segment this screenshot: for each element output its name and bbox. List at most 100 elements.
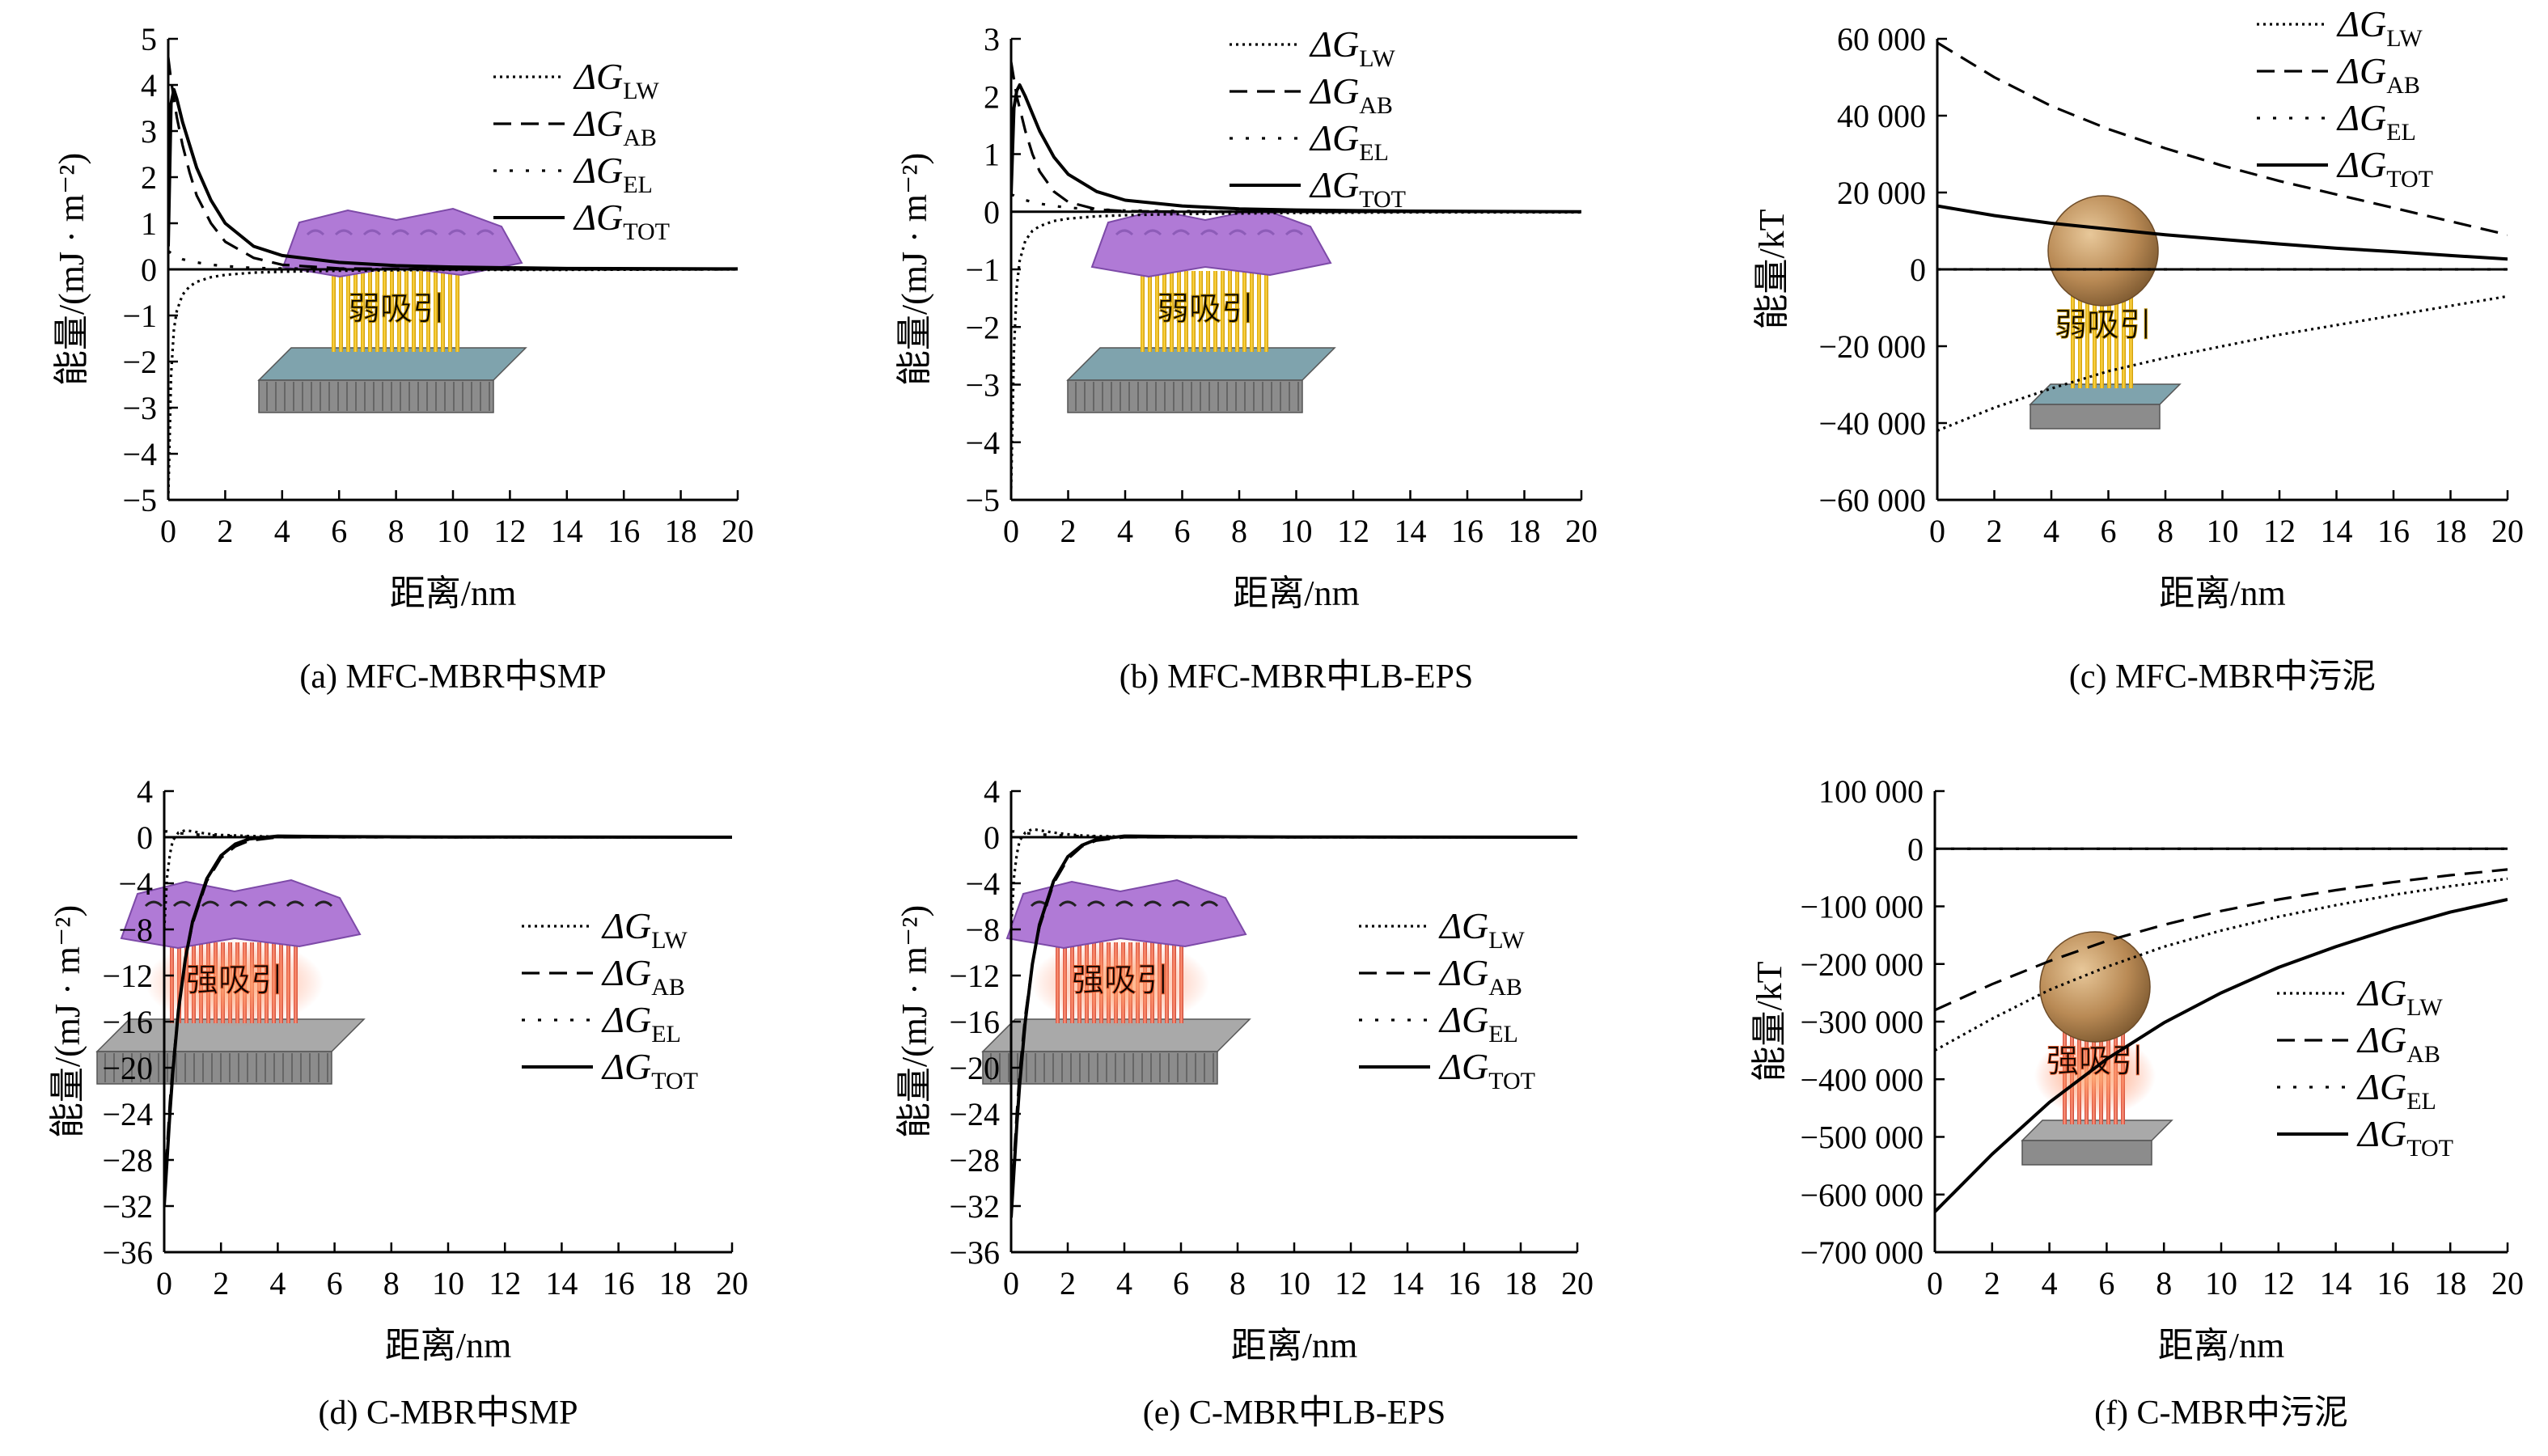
x-tick-label: 0 bbox=[160, 513, 176, 549]
panel-caption: (b) MFC-MBR中LB-EPS bbox=[1120, 658, 1474, 696]
y-tick-label: −16 bbox=[102, 1004, 153, 1040]
x-tick-label: 6 bbox=[327, 1265, 343, 1302]
legend-label: ΔGEL bbox=[2356, 1066, 2436, 1115]
legend-label: ΔGAB bbox=[2356, 1019, 2440, 1068]
bond-chain bbox=[426, 271, 430, 352]
bond-chain bbox=[397, 271, 401, 352]
x-tick-label: 0 bbox=[1927, 1265, 1943, 1302]
y-tick-label: −400 000 bbox=[1800, 1061, 1924, 1098]
bond-chain bbox=[390, 271, 394, 352]
y-tick-label: 3 bbox=[984, 21, 1000, 57]
x-tick-label: 4 bbox=[2042, 1265, 2058, 1302]
x-tick-label: 12 bbox=[493, 513, 526, 549]
bond-chain bbox=[1264, 271, 1268, 352]
foulant-texture bbox=[257, 900, 277, 908]
panel-caption: (f) C-MBR中污泥 bbox=[2094, 1395, 2348, 1432]
membrane-surface bbox=[2021, 1120, 2173, 1141]
bond-chain bbox=[375, 271, 379, 352]
x-tick-label: 20 bbox=[716, 1265, 748, 1302]
y-tick-label: −4 bbox=[965, 425, 1000, 461]
bond-chain bbox=[1184, 271, 1188, 352]
membrane-side bbox=[258, 379, 494, 413]
y-tick-label: 20 000 bbox=[1837, 175, 1926, 211]
x-tick-label: 18 bbox=[665, 513, 697, 549]
x-tick-label: 6 bbox=[1173, 1265, 1189, 1302]
inset-illustration: 弱吸引 bbox=[1066, 207, 1336, 413]
x-axis-title: 距离/nm bbox=[385, 1326, 511, 1365]
legend-label: ΔGTOT bbox=[1438, 1046, 1535, 1094]
foulant-texture bbox=[201, 900, 220, 908]
bond-chain bbox=[1235, 271, 1239, 352]
membrane-surface bbox=[1066, 347, 1336, 381]
legend-label: ΔGEL bbox=[573, 150, 653, 198]
bond-chain bbox=[2078, 295, 2082, 388]
foulant-texture bbox=[1228, 229, 1247, 236]
x-tick-label: 8 bbox=[1231, 513, 1247, 549]
sludge-particle bbox=[2047, 195, 2159, 307]
y-tick-label: 40 000 bbox=[1837, 98, 1926, 134]
inset-label: 弱吸引 bbox=[348, 290, 445, 327]
foulant-texture bbox=[1171, 900, 1191, 908]
foulant-texture bbox=[1115, 229, 1134, 236]
inset-label: 强吸引 bbox=[1072, 962, 1169, 998]
y-tick-label: −28 bbox=[102, 1142, 153, 1179]
x-tick-label: 0 bbox=[1003, 513, 1019, 549]
foulant-texture bbox=[476, 229, 495, 236]
inset-label: 强吸引 bbox=[2046, 1043, 2144, 1079]
y-tick-label: −28 bbox=[949, 1142, 1000, 1179]
chart-panel-e: 强吸引 −36 −32 −28 −24 −20 −16 −12 −8 −4 0 4 0 2 4 6 8 10 12 1… bbox=[895, 773, 1594, 1432]
legend-label: ΔGEL bbox=[2336, 97, 2416, 146]
x-tick-label: 18 bbox=[1505, 1265, 1537, 1302]
membrane-side bbox=[2021, 1140, 2152, 1166]
y-tick-label: 0 bbox=[984, 194, 1000, 231]
x-tick-label: 14 bbox=[1391, 1265, 1424, 1302]
series-group bbox=[1011, 61, 1581, 489]
x-tick-label: 4 bbox=[1117, 513, 1133, 549]
y-tick-label: −32 bbox=[949, 1188, 1000, 1225]
foulant-texture bbox=[391, 229, 410, 236]
legend-label: ΔGTOT bbox=[2356, 1113, 2453, 1162]
membrane-surface bbox=[257, 347, 527, 381]
x-tick-label: 8 bbox=[383, 1265, 400, 1302]
bond-chain bbox=[1213, 271, 1217, 352]
foulant-texture bbox=[1143, 229, 1162, 236]
legend-label: ΔGLW bbox=[1309, 23, 1395, 72]
y-tick-label: 0 bbox=[984, 819, 1000, 856]
legend-label: ΔGLW bbox=[2336, 3, 2423, 52]
x-axis-title: 距离/nm bbox=[2159, 574, 2285, 613]
y-tick-label: −200 000 bbox=[1800, 946, 1924, 983]
x-tick-label: 6 bbox=[331, 513, 347, 549]
legend-label: ΔGTOT bbox=[601, 1046, 698, 1094]
x-tick-label: 2 bbox=[213, 1265, 229, 1302]
x-tick-label: 8 bbox=[2157, 513, 2173, 549]
x-tick-label: 14 bbox=[545, 1265, 578, 1302]
bond-chain bbox=[412, 271, 416, 352]
y-tick-label: −5 bbox=[965, 482, 1000, 518]
inset-illustration: 弱吸引 bbox=[257, 207, 527, 413]
x-tick-label: 16 bbox=[1448, 1265, 1480, 1302]
y-axis-title: 能量/(mJ · m⁻²) bbox=[895, 905, 934, 1138]
bond-chain bbox=[1257, 271, 1261, 352]
y-tick-label: −12 bbox=[102, 958, 153, 994]
y-tick-label: −3 bbox=[965, 367, 1000, 404]
foulant-texture bbox=[1086, 900, 1106, 908]
x-tick-label: 16 bbox=[603, 1265, 635, 1302]
y-tick-label: −24 bbox=[949, 1096, 1000, 1132]
x-tick-label: 10 bbox=[2207, 513, 2239, 549]
y-tick-label: −12 bbox=[949, 958, 1000, 994]
series-line-tot bbox=[1011, 83, 1581, 214]
legend-label: ΔGLW bbox=[1438, 905, 1525, 954]
foulant-texture bbox=[286, 900, 305, 908]
series-line-lw bbox=[164, 828, 732, 930]
y-tick-label: 0 bbox=[1907, 831, 1924, 867]
x-tick-label: 18 bbox=[2434, 1265, 2466, 1302]
bond-chain bbox=[1148, 271, 1152, 352]
y-axis-title: 能量/(mJ · m⁻²) bbox=[48, 905, 87, 1138]
x-tick-label: 12 bbox=[2263, 513, 2296, 549]
foulant-texture bbox=[229, 900, 248, 908]
legend-label: ΔGAB bbox=[2336, 50, 2420, 99]
x-tick-label: 14 bbox=[2321, 513, 2353, 549]
chart-panel-d: 强吸引 −36 −32 −28 −24 −20 −16 −12 −8 −4 0 4 0 2 4 6 8 10 12 1… bbox=[48, 773, 748, 1432]
y-tick-label: −20 bbox=[949, 1050, 1000, 1086]
bond-chain bbox=[2122, 295, 2126, 388]
